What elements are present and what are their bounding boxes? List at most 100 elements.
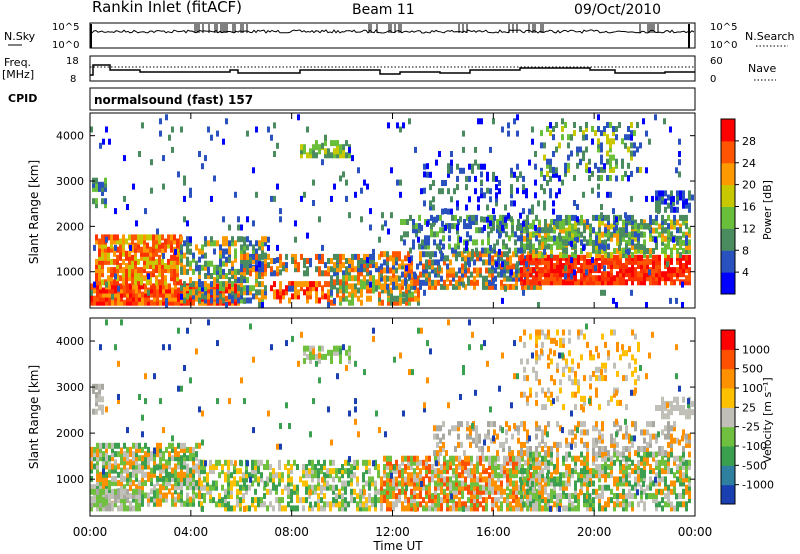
range-cell xyxy=(173,258,176,265)
range-cell xyxy=(129,480,132,487)
range-cell xyxy=(495,261,498,268)
range-cell xyxy=(180,260,183,267)
range-cell xyxy=(204,293,207,300)
range-cell xyxy=(131,267,134,274)
range-cell xyxy=(586,459,589,466)
range-cell xyxy=(622,476,625,483)
range-cell xyxy=(350,488,353,495)
range-cell xyxy=(538,231,541,238)
range-cell xyxy=(494,275,497,282)
frequency-panel-frame xyxy=(89,55,696,82)
range-cell xyxy=(404,279,407,286)
range-cell xyxy=(345,140,348,147)
range-cell xyxy=(111,455,114,462)
range-cell xyxy=(179,279,182,286)
range-cell xyxy=(180,268,183,275)
range-cell xyxy=(149,279,152,286)
range-cell xyxy=(180,264,183,271)
range-cell xyxy=(622,480,625,487)
range-cell xyxy=(138,505,141,512)
range-cell xyxy=(622,252,625,259)
range-cell xyxy=(661,227,664,234)
range-cell xyxy=(592,279,595,286)
range-cell xyxy=(633,142,636,149)
range-cell xyxy=(449,279,452,286)
range-cell xyxy=(116,258,119,265)
range-cell xyxy=(351,291,354,298)
range-cell xyxy=(303,262,306,269)
range-cell xyxy=(201,299,204,306)
range-cell xyxy=(219,256,222,263)
range-cell xyxy=(604,214,607,221)
range-cell xyxy=(628,464,631,470)
range-cell xyxy=(676,206,679,213)
range-cell xyxy=(591,187,594,194)
range-cell xyxy=(95,177,98,184)
range-cell xyxy=(401,279,404,286)
range-cell xyxy=(562,271,565,278)
colorbar-segment xyxy=(721,184,735,207)
range-cell xyxy=(631,501,634,508)
range-cell xyxy=(664,248,667,254)
range-cell xyxy=(99,291,102,298)
range-cell xyxy=(531,204,534,211)
range-cell xyxy=(401,501,404,508)
range-cell xyxy=(565,464,568,470)
range-cell xyxy=(539,468,542,475)
range-cell xyxy=(296,488,299,495)
range-cell xyxy=(435,159,438,166)
range-cell xyxy=(345,283,348,290)
range-cell xyxy=(470,488,473,495)
range-cell xyxy=(264,285,267,292)
range-cell xyxy=(595,455,598,462)
range-cell xyxy=(129,493,132,499)
range-cell xyxy=(377,468,380,475)
range-cell xyxy=(183,475,186,482)
range-cell xyxy=(667,459,670,466)
range-cell xyxy=(562,219,565,225)
range-cell xyxy=(342,275,345,282)
range-cell xyxy=(351,283,354,290)
range-cell xyxy=(585,122,588,128)
range-cell xyxy=(425,259,428,266)
range-cell xyxy=(452,283,455,290)
colorbar-tick-label: 24 xyxy=(742,157,756,170)
range-cell xyxy=(192,455,195,462)
range-cell xyxy=(102,455,105,462)
range-cell xyxy=(272,505,275,512)
range-cell xyxy=(580,480,583,487)
range-cell xyxy=(583,472,586,479)
range-cell xyxy=(577,497,580,504)
range-cell xyxy=(168,455,171,462)
range-cell xyxy=(622,488,625,495)
range-cell xyxy=(655,459,658,466)
range-cell xyxy=(336,279,339,286)
range-cell xyxy=(222,260,225,267)
range-cell xyxy=(177,291,180,298)
range-cell xyxy=(101,181,104,188)
range-cell xyxy=(333,270,336,277)
range-cell xyxy=(576,236,579,243)
range-cell xyxy=(261,244,264,251)
range-cell xyxy=(520,267,523,274)
range-cell xyxy=(412,219,415,225)
range-cell xyxy=(673,455,676,462)
range-cell xyxy=(685,254,688,261)
range-cell xyxy=(144,451,147,458)
range-cell xyxy=(597,166,600,173)
range-cell xyxy=(476,476,479,483)
range-cell xyxy=(423,187,426,194)
range-cell xyxy=(117,471,120,478)
range-cell xyxy=(335,484,338,491)
range-cell xyxy=(119,275,122,282)
range-cell xyxy=(152,263,155,269)
range-cell xyxy=(219,285,222,292)
range-cell xyxy=(452,251,455,258)
range-cell xyxy=(366,270,369,277)
power-y-axis-label: Slant Range [km] xyxy=(27,160,41,264)
range-cell xyxy=(440,275,443,282)
range-cell xyxy=(544,459,547,466)
range-cell xyxy=(451,223,454,230)
range-cell xyxy=(161,275,164,282)
range-cell xyxy=(264,266,267,273)
